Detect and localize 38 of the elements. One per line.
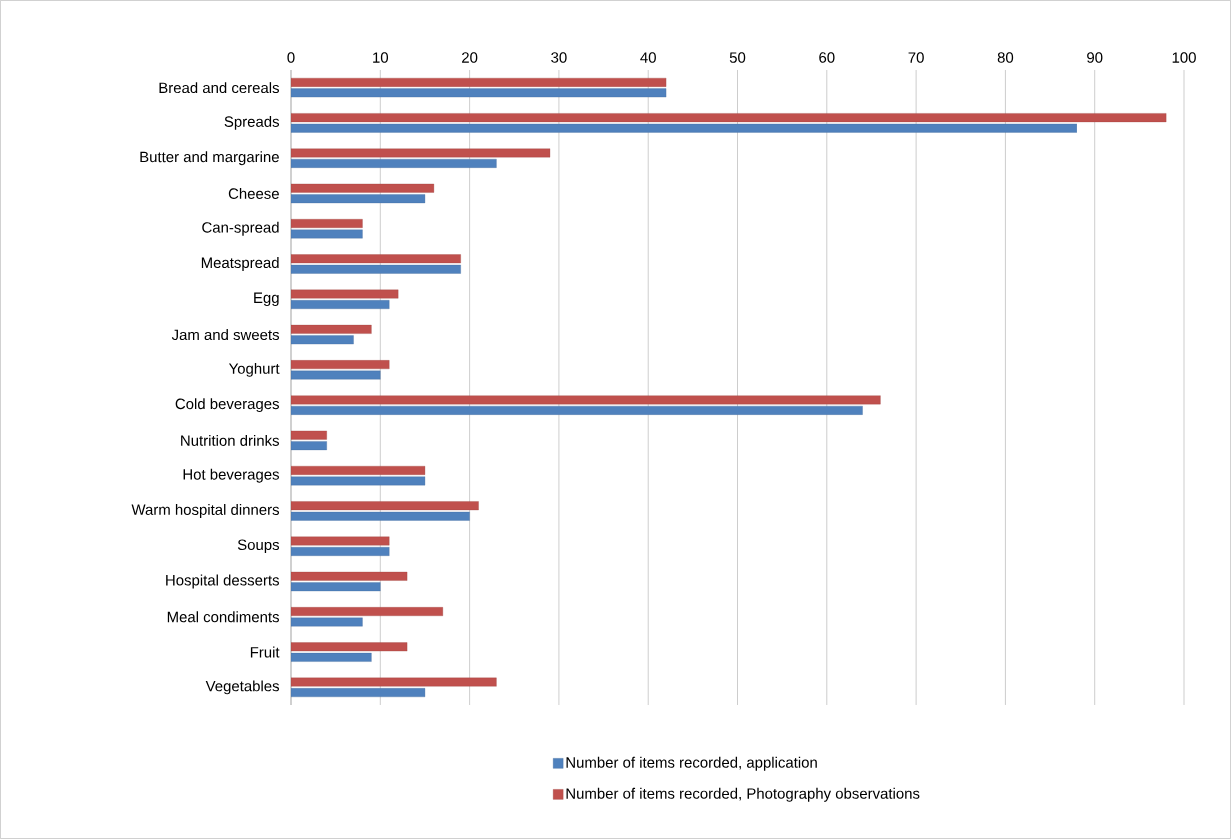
y-tick-label: Meal condiments [167, 611, 279, 623]
y-tick-label: Can-spread [202, 221, 279, 236]
y-tick-label: Vegetables [205, 680, 280, 695]
bar [291, 370, 381, 380]
y-tick-label: Spreads [224, 115, 280, 130]
x-tick-label: 50 [729, 52, 746, 63]
y-tick-label: Hospital desserts [166, 574, 279, 589]
y-tick-label: Warm hospital dinners [131, 504, 279, 518]
y-tick-label: Egg [254, 292, 279, 306]
x-tick-label: 100 [1172, 52, 1196, 63]
x-tick-label: 0 [287, 52, 295, 63]
legend-label: Number of items recorded, application [566, 756, 817, 771]
y-tick-label: Cheese [228, 187, 279, 199]
x-tick-label: 10 [373, 52, 389, 63]
bar [291, 148, 551, 158]
y-tick-label: Jam and sweets [171, 329, 279, 341]
x-tick-label: 20 [462, 52, 478, 63]
x-tick-label: 40 [640, 52, 656, 63]
x-tick-label: 90 [1087, 52, 1103, 63]
y-tick-label: Butter and margarine [140, 151, 279, 166]
bar [291, 617, 363, 627]
y-tick-label: Hot beverages [183, 468, 279, 483]
bar [291, 476, 426, 486]
y-tick-label: Meatspread [201, 257, 279, 271]
bar [291, 289, 399, 299]
x-tick-label: 80 [997, 52, 1014, 63]
x-tick-label: 60 [819, 52, 835, 63]
bar [291, 536, 390, 546]
x-tick-label: 30 [551, 52, 567, 63]
y-tick-label: Soups [237, 539, 280, 553]
y-tick-label: Fruit [250, 646, 280, 658]
x-tick-label: 70 [908, 52, 924, 63]
y-tick-label: Bread and cereals [159, 82, 279, 94]
y-tick-label: Yoghurt [228, 362, 280, 377]
y-tick-label: Nutrition drinks [181, 434, 279, 446]
y-tick-label: Cold beverages [175, 398, 279, 413]
bar [291, 229, 363, 239]
legend-label: Number of items recorded, Photography observations [566, 787, 920, 802]
